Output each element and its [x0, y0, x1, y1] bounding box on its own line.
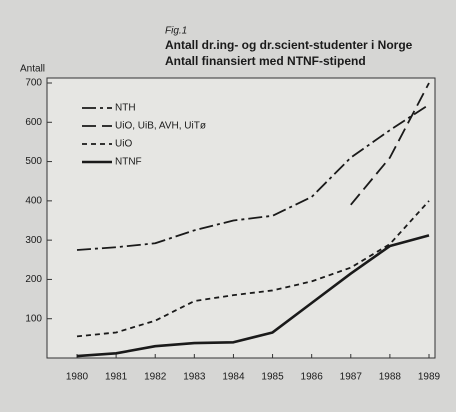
legend-label: NTH [115, 103, 136, 114]
y-tick-label: 700 [25, 78, 42, 89]
x-tick-label: 1982 [144, 372, 167, 383]
legend-label: UiO, UiB, AVH, UiTø [115, 121, 206, 132]
y-tick-label: 100 [25, 313, 42, 324]
series-line [76, 103, 430, 251]
legend-label: NTNF [115, 157, 142, 168]
y-tick-label: 200 [25, 274, 42, 285]
chart-subtitle: Antall finansiert med NTNF-stipend [165, 54, 366, 68]
figure-label: Fig.1 [165, 26, 187, 37]
x-tick-label: 1989 [418, 372, 441, 383]
x-tick-label: 1980 [66, 372, 89, 383]
plot-area [46, 77, 436, 359]
y-axis-label: Antall [20, 64, 45, 75]
x-tick-label: 1984 [222, 372, 245, 383]
y-tick-label: 400 [25, 195, 42, 206]
series-line [76, 200, 430, 338]
x-tick-label: 1986 [301, 372, 324, 383]
legend-label: UiO [115, 139, 132, 150]
y-tick-label: 500 [25, 156, 42, 167]
series-line [76, 234, 430, 358]
x-tick-label: 1985 [261, 372, 284, 383]
chart-title: Antall dr.ing- og dr.scient-studenter i … [165, 38, 413, 52]
series-line [350, 82, 430, 206]
y-tick-label: 600 [25, 117, 42, 128]
x-tick-label: 1987 [340, 372, 363, 383]
x-tick-label: 1988 [379, 372, 402, 383]
y-tick-label: 300 [25, 235, 42, 246]
x-tick-label: 1981 [105, 372, 128, 383]
x-tick-label: 1983 [183, 372, 206, 383]
